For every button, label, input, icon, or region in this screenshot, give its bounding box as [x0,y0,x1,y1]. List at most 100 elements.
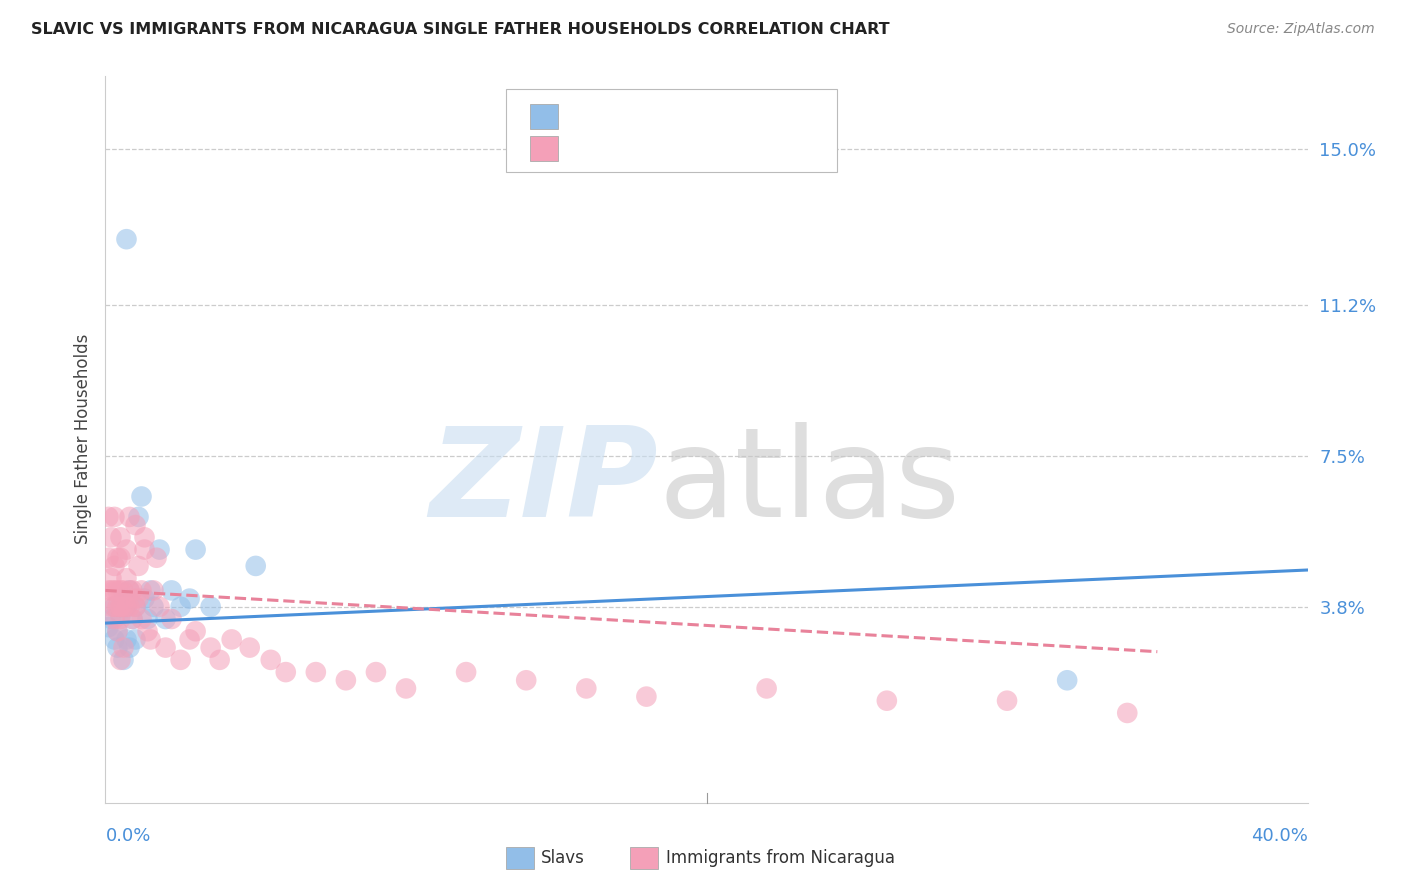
Point [260,653,283,667]
Text: 71: 71 [716,136,741,154]
Point [115,599,138,614]
Point [103,632,125,647]
Point [148,599,170,614]
Point [124,518,146,533]
Point [107,550,129,565]
Point [395,681,418,696]
Point [110,599,132,614]
Point [118,583,141,598]
Point [636,690,658,704]
Point [107,624,129,639]
Point [364,665,387,679]
Point [110,612,132,626]
Text: 0.103: 0.103 [609,104,665,122]
Point [139,632,162,647]
Point [103,583,125,598]
Text: 40.0%: 40.0% [1251,827,1308,846]
Point [160,583,183,598]
Point [112,599,135,614]
Point [115,599,138,614]
Point [575,681,598,696]
Text: N =: N = [662,104,702,122]
Point [134,542,156,557]
Point [97,509,120,524]
Point [112,583,135,598]
Point [136,624,159,639]
Point [1116,706,1139,720]
Point [124,632,146,647]
Point [124,599,146,614]
Text: atlas: atlas [658,423,960,543]
Point [876,694,898,708]
Point [97,550,120,565]
Point [121,612,143,626]
Point [128,591,150,606]
Point [169,599,191,614]
Point [139,583,162,598]
Point [110,599,132,614]
Point [184,542,207,557]
Point [115,632,138,647]
Point [118,599,141,614]
Point [118,509,141,524]
Text: Slavs: Slavs [541,849,585,867]
Point [142,583,165,598]
Point [515,673,537,688]
Point [118,640,141,655]
Point [131,490,153,504]
Point [179,591,201,606]
Point [110,530,132,544]
Point [160,612,183,626]
Point [208,653,231,667]
Point [454,665,477,679]
Point [107,583,129,598]
Point [305,665,328,679]
Point [103,612,125,626]
Point [97,620,120,634]
Text: 0.0%: 0.0% [105,827,150,846]
Point [124,591,146,606]
Point [107,599,129,614]
Point [100,530,122,544]
Point [100,571,122,585]
Point [239,640,262,655]
Text: ZIP: ZIP [430,423,658,543]
Point [200,599,222,614]
Point [155,612,177,626]
Point [112,640,135,655]
Point [134,530,156,544]
Text: SLAVIC VS IMMIGRANTS FROM NICARAGUA SINGLE FATHER HOUSEHOLDS CORRELATION CHART: SLAVIC VS IMMIGRANTS FROM NICARAGUA SING… [31,22,890,37]
Point [110,607,132,622]
Point [103,599,125,614]
Point [103,558,125,573]
Text: Immigrants from Nicaragua: Immigrants from Nicaragua [666,849,896,867]
Point [148,542,170,557]
Point [115,542,138,557]
Point [97,583,120,598]
Point [121,612,143,626]
Text: 33: 33 [704,104,730,122]
Point [124,599,146,614]
Point [155,640,177,655]
Point [335,673,357,688]
Point [112,591,135,606]
Point [110,599,132,614]
Point [755,681,778,696]
Point [128,558,150,573]
Point [169,653,191,667]
Point [121,583,143,598]
Text: R =: R = [567,136,606,154]
Text: -0.115: -0.115 [609,136,673,154]
Point [142,599,165,614]
Point [110,583,132,598]
Point [115,232,138,246]
Point [100,612,122,626]
Point [184,624,207,639]
Point [136,612,159,626]
Point [131,583,153,598]
Text: Source: ZipAtlas.com: Source: ZipAtlas.com [1227,22,1375,37]
Point [115,571,138,585]
Point [134,591,156,606]
Point [100,583,122,598]
Point [107,624,129,639]
